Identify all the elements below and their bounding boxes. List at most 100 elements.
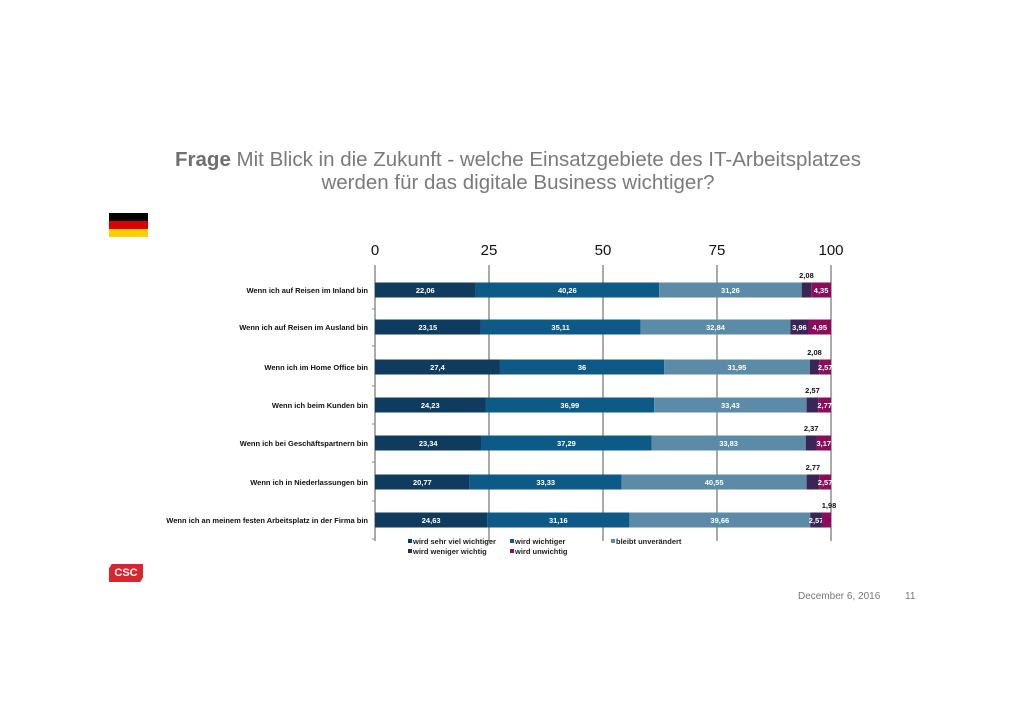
bar-segment <box>621 474 807 490</box>
bar-segment <box>375 319 481 335</box>
bar-segment <box>375 435 482 451</box>
data-label: 23,34 <box>419 439 439 448</box>
bar-segment <box>375 359 500 375</box>
data-label: 33,33 <box>536 478 555 487</box>
data-label: 20,77 <box>413 478 432 487</box>
page-number: 11 <box>905 591 916 602</box>
x-tick-label: 75 <box>709 242 726 259</box>
bar-segment <box>469 474 622 490</box>
title-line2: werden für das digitale Business wichtig… <box>321 171 715 194</box>
bar-segment <box>805 435 817 451</box>
bar-segment <box>629 512 811 528</box>
bar-segment <box>810 512 822 528</box>
data-label: 2,77 <box>817 401 832 410</box>
data-label: 32,84 <box>706 323 726 332</box>
category-label: Wenn ich auf Reisen im Inland bin <box>246 286 368 295</box>
legend-swatch <box>408 539 412 543</box>
bar-segment <box>808 319 831 335</box>
csc-logo: CSC <box>109 564 143 582</box>
bar-segment <box>640 319 791 335</box>
data-label: 4,95 <box>812 323 827 332</box>
bar-segment <box>819 359 831 375</box>
category-label: Wenn ich im Home Office bin <box>264 363 368 372</box>
legend-label: wird wichtiger <box>514 537 566 546</box>
bar-segment <box>659 282 802 298</box>
data-label: 31,16 <box>549 516 568 525</box>
data-label: 33,83 <box>719 439 738 448</box>
bar-segment <box>811 282 831 298</box>
bar-segment <box>485 397 655 413</box>
data-label: 31,95 <box>728 363 747 372</box>
data-label: 2,08 <box>799 271 814 280</box>
x-tick-label: 25 <box>481 242 498 259</box>
bar-segment <box>480 319 641 335</box>
title-line1: Mit Blick in die Zukunft - welche Einsat… <box>230 148 861 171</box>
footer-date: December 6, 2016 <box>798 591 881 602</box>
data-label: 24,63 <box>422 516 441 525</box>
category-label: Wenn ich in Niederlassungen bin <box>250 478 368 487</box>
bar-segment <box>809 359 820 375</box>
data-label: 2,57 <box>818 478 833 487</box>
category-label: Wenn ich an meinem festen Arbeitsplatz i… <box>166 516 368 525</box>
category-label: Wenn ich beim Kunden bin <box>272 401 369 410</box>
legend-label: wird weniger wichtig <box>412 547 487 556</box>
data-label: 2,37 <box>804 424 819 433</box>
data-label: 24,23 <box>421 401 440 410</box>
bar-segment <box>487 512 630 528</box>
bar-segment <box>816 435 831 451</box>
data-label: 39,66 <box>710 516 729 525</box>
data-label: 37,29 <box>557 439 576 448</box>
category-label: Wenn ich auf Reisen im Ausland bin <box>239 323 368 332</box>
legend-swatch <box>611 539 615 543</box>
bar-segment <box>818 397 831 413</box>
data-label: 35,11 <box>551 323 569 332</box>
data-label: 33,43 <box>721 401 740 410</box>
bar-segment <box>375 282 476 298</box>
bar-segment <box>806 474 820 490</box>
legend-swatch <box>510 539 514 543</box>
bar-segment <box>481 435 652 451</box>
data-label: 23,15 <box>418 323 437 332</box>
data-label: 4,35 <box>814 286 829 295</box>
data-label: 40,55 <box>705 478 724 487</box>
data-label: 2,08 <box>807 348 822 357</box>
data-label: 36,99 <box>560 401 579 410</box>
data-label: 3,96 <box>792 323 807 332</box>
legend-label: bleibt unverändert <box>616 537 682 546</box>
bar-segment <box>664 359 810 375</box>
bar-segment <box>475 282 660 298</box>
bar-segment <box>819 474 831 490</box>
bar-segment <box>654 397 807 413</box>
bar-segment <box>375 474 470 490</box>
x-tick-label: 100 <box>818 242 843 259</box>
bar-segment <box>375 512 488 528</box>
legend-swatch <box>510 549 514 553</box>
data-label: 40,26 <box>558 286 577 295</box>
data-label: 2,77 <box>806 463 821 472</box>
data-label: 31,26 <box>721 286 740 295</box>
x-tick-label: 0 <box>371 242 379 259</box>
category-label: Wenn ich bei Geschäftspartnern bin <box>240 439 369 448</box>
bar-segment <box>790 319 809 335</box>
data-label: 3,17 <box>816 439 831 448</box>
data-label: 36 <box>578 363 586 372</box>
x-tick-label: 50 <box>595 242 612 259</box>
slide-title: Frage Mit Blick in die Zukunft - welche … <box>110 148 926 194</box>
title-bold: Frage <box>175 148 231 171</box>
bar-segment <box>651 435 806 451</box>
legend-label: wird sehr viel wichtiger <box>412 537 496 546</box>
data-label: 2,57 <box>809 516 824 525</box>
bar-segment <box>375 397 486 413</box>
bar-segment <box>821 512 831 528</box>
data-label: 22,06 <box>416 286 435 295</box>
bar-segment <box>801 282 812 298</box>
data-label: 2,57 <box>805 386 820 395</box>
germany-flag-icon <box>109 213 148 237</box>
bar-segment <box>499 359 665 375</box>
legend-label: wird unwichtig <box>514 547 568 556</box>
data-label: 2,57 <box>818 363 833 372</box>
bar-segment <box>806 397 819 413</box>
data-label: 1,98 <box>822 501 837 510</box>
